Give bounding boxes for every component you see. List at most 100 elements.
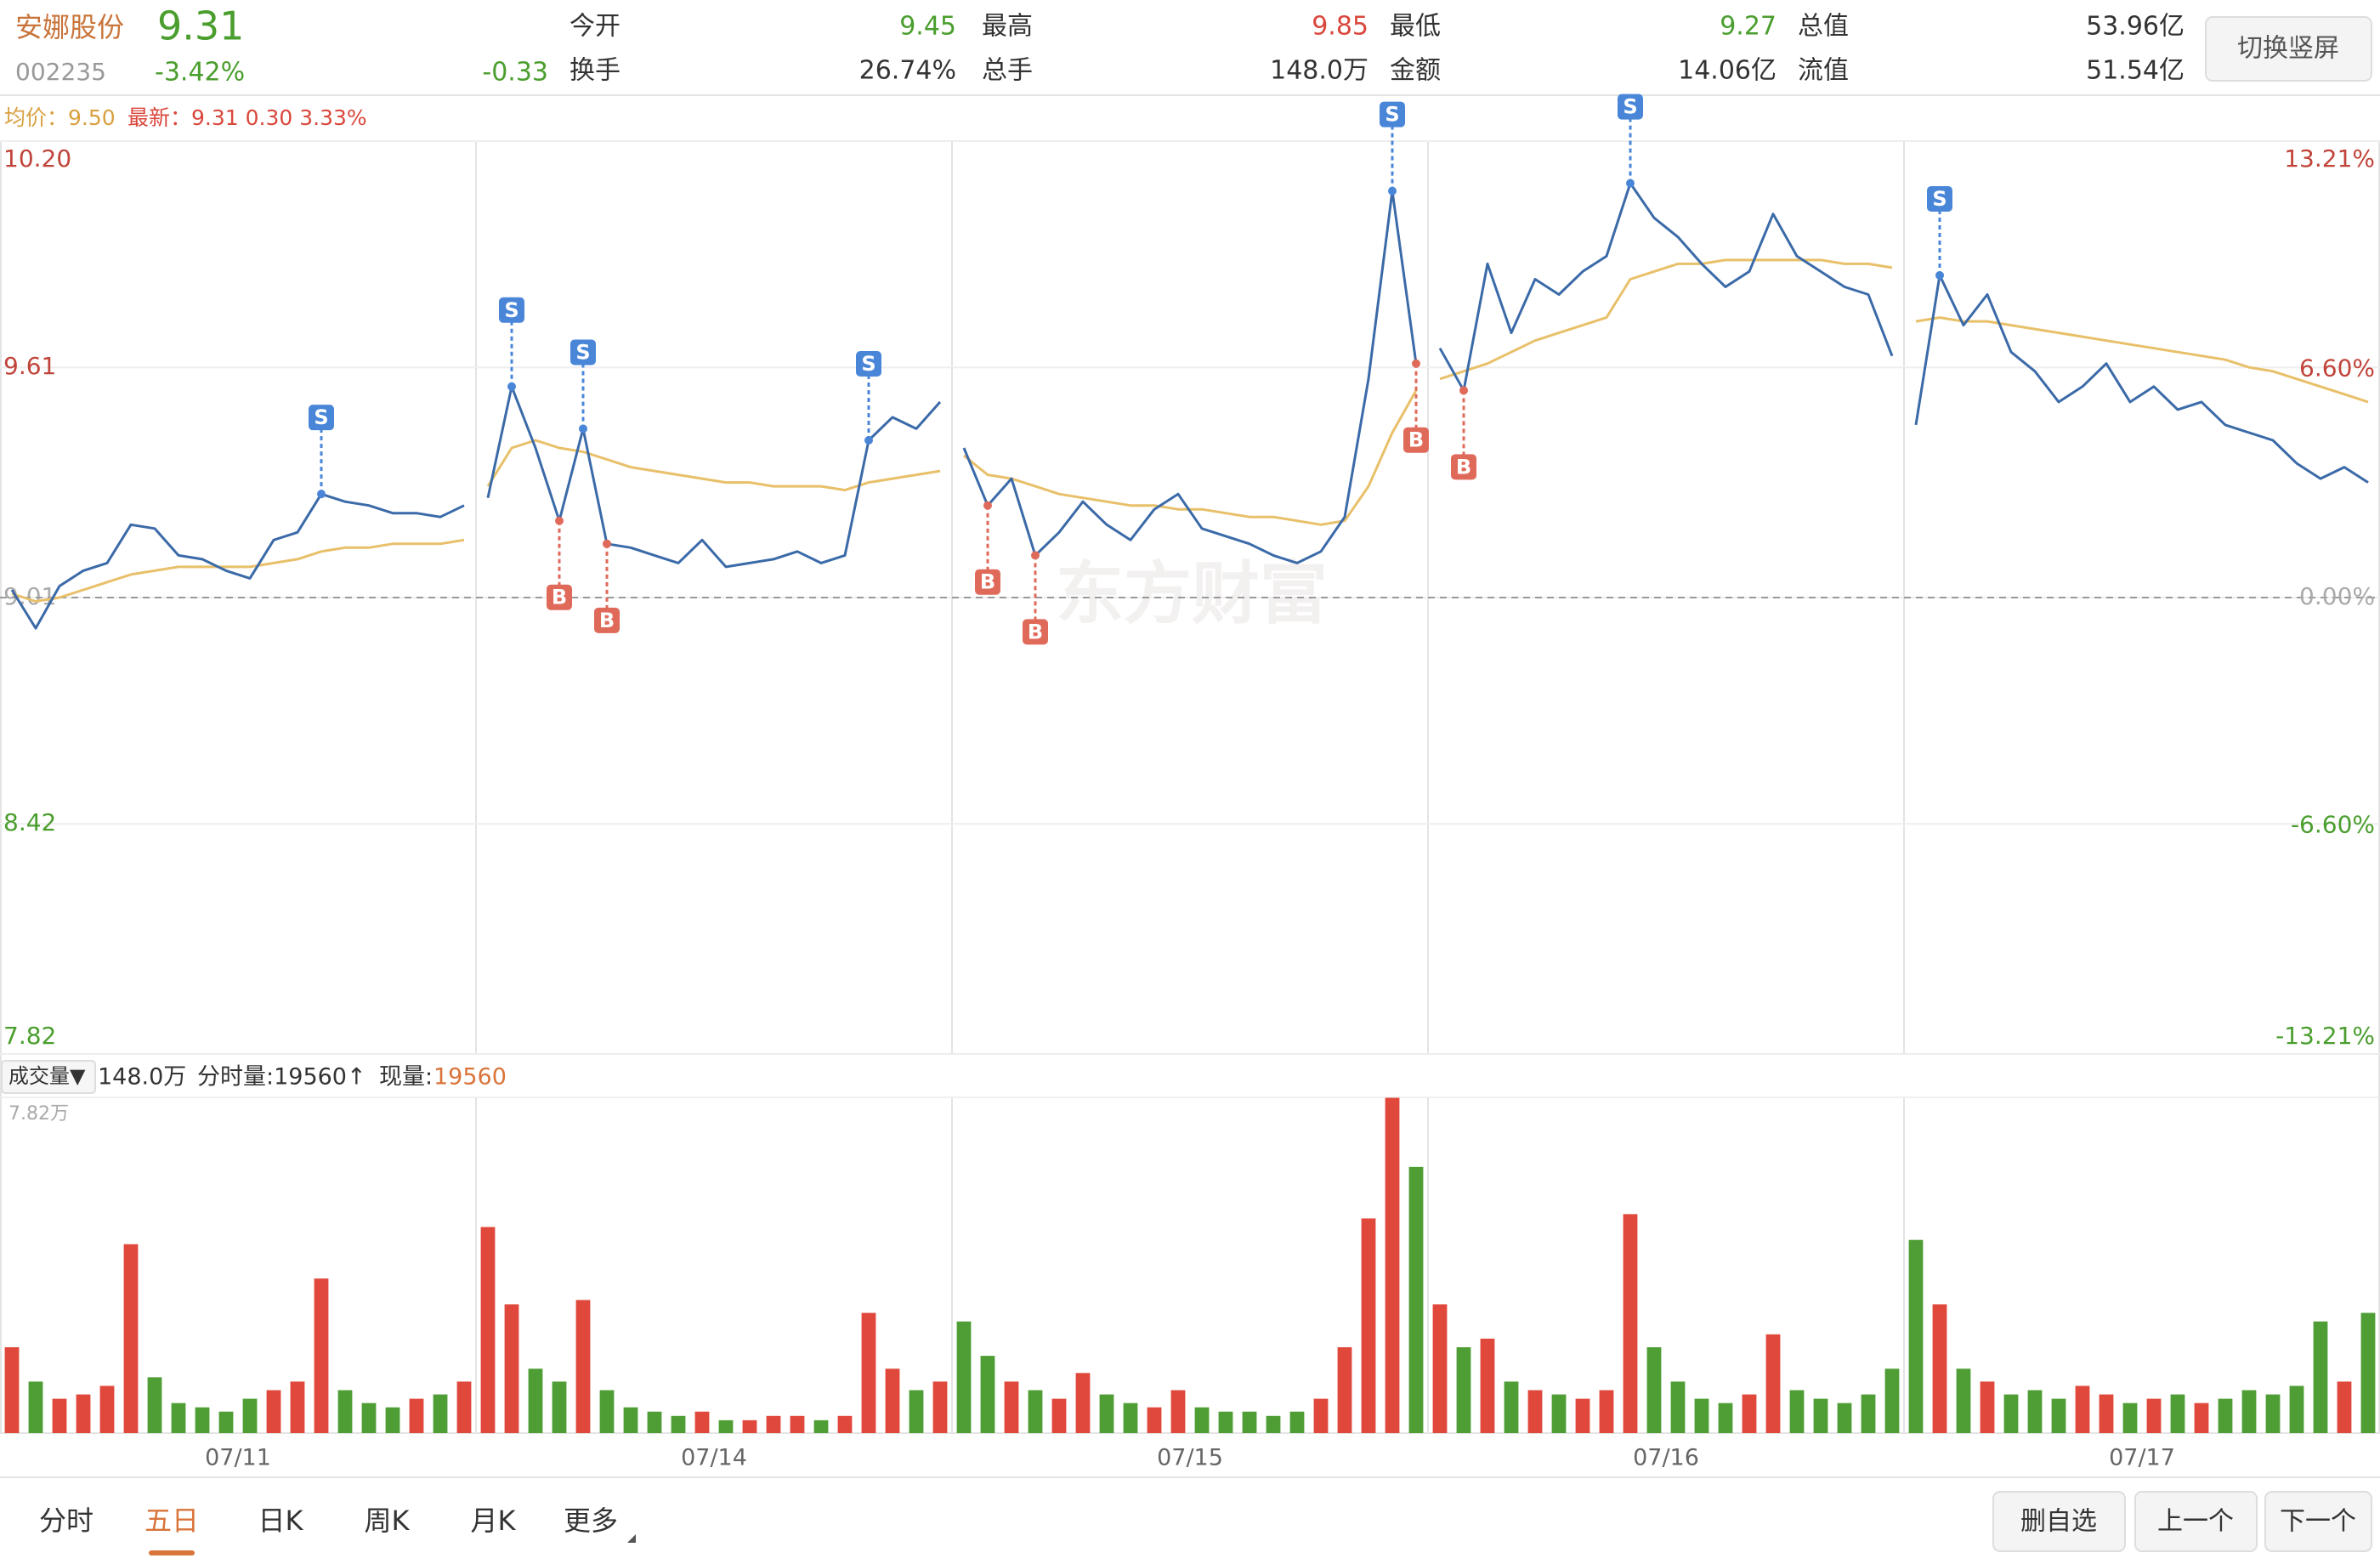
volume-bar bbox=[671, 1415, 686, 1433]
signal-text: B bbox=[1408, 428, 1424, 452]
tab[interactable]: 月K bbox=[471, 1504, 517, 1537]
volume-bar bbox=[147, 1377, 162, 1433]
volume-selector-label[interactable]: 成交量▼ bbox=[8, 1064, 86, 1088]
x-tick-label: 07/16 bbox=[1633, 1445, 1699, 1471]
signal-text: S bbox=[504, 298, 518, 322]
switch-button-label[interactable]: 切换竖屏 bbox=[2237, 34, 2339, 64]
tab[interactable]: 更多 bbox=[564, 1504, 618, 1537]
volume-bar bbox=[1718, 1402, 1733, 1433]
volume-bar bbox=[1170, 1390, 1186, 1433]
x-tick-label: 07/14 bbox=[681, 1445, 747, 1471]
volume-bar bbox=[1646, 1346, 1662, 1433]
volume-bar bbox=[1099, 1394, 1114, 1433]
action-button-label[interactable]: 删自选 bbox=[2020, 1507, 2097, 1537]
volume-bar bbox=[1742, 1394, 1757, 1433]
volume-bar bbox=[813, 1420, 829, 1433]
volume-bar bbox=[1385, 1097, 1400, 1433]
signal-badge bbox=[1927, 185, 1952, 212]
signal-dot bbox=[1412, 359, 1420, 368]
volume-bar bbox=[1956, 1368, 1971, 1433]
current-volume-label: 现量: bbox=[379, 1064, 433, 1091]
volume-bar bbox=[1147, 1407, 1162, 1433]
volume-bar bbox=[1028, 1390, 1043, 1433]
volume-bar bbox=[528, 1368, 543, 1433]
signal-text: B bbox=[980, 570, 995, 594]
current-volume: 19560 bbox=[434, 1064, 507, 1091]
stock-code: 002235 bbox=[15, 58, 106, 86]
stat-value: 51.54亿 bbox=[2086, 56, 2184, 86]
volume-bar bbox=[1837, 1402, 1852, 1433]
volume-bar bbox=[1504, 1381, 1519, 1433]
tab[interactable]: 日K bbox=[258, 1504, 304, 1537]
volume-bar bbox=[314, 1278, 329, 1433]
volume-bar bbox=[2194, 1402, 2209, 1433]
tab[interactable]: 分时 bbox=[39, 1504, 94, 1537]
signal-text: B bbox=[552, 586, 567, 609]
action-button[interactable] bbox=[2134, 1491, 2258, 1552]
volume-bar bbox=[1123, 1402, 1138, 1433]
signal-text: S bbox=[1385, 103, 1399, 127]
action-button[interactable] bbox=[1992, 1491, 2126, 1552]
tab-underline bbox=[149, 1550, 195, 1556]
volume-tick-label: 7.82万 bbox=[8, 1103, 69, 1125]
avg-price-line bbox=[11, 538, 465, 603]
volume-bar bbox=[1813, 1398, 1828, 1433]
volume-bar bbox=[337, 1390, 353, 1433]
volume-bar bbox=[861, 1312, 876, 1433]
volume-selector[interactable] bbox=[1, 1060, 96, 1094]
volume-bar bbox=[694, 1411, 710, 1433]
action-button-label[interactable]: 下一个 bbox=[2280, 1507, 2356, 1537]
watermark: 东方财富 bbox=[1056, 554, 1328, 633]
action-button[interactable] bbox=[2264, 1491, 2372, 1552]
price-line bbox=[1438, 182, 1894, 392]
volume-bar bbox=[1480, 1338, 1495, 1433]
volume-bar bbox=[1694, 1398, 1709, 1433]
x-tick-label: 07/17 bbox=[2109, 1445, 2175, 1471]
x-tick-label: 07/15 bbox=[1157, 1445, 1223, 1471]
y2-tick-label: 0.00% bbox=[2299, 582, 2375, 610]
y2-tick-label: 13.21% bbox=[2284, 144, 2375, 173]
signal-dot bbox=[317, 490, 326, 499]
volume-bar bbox=[1289, 1411, 1305, 1433]
signal-text: B bbox=[1456, 455, 1471, 479]
avg-price-line bbox=[486, 439, 941, 492]
volume-bar bbox=[2003, 1394, 2019, 1433]
signal-text: B bbox=[599, 609, 615, 632]
signal-badge bbox=[1023, 619, 1048, 645]
stat-value: 9.85 bbox=[1312, 12, 1368, 42]
volume-bar bbox=[1313, 1398, 1329, 1433]
volume-total: 148.0万 bbox=[98, 1064, 186, 1091]
y-tick-label: 8.42 bbox=[3, 808, 56, 836]
price-line bbox=[1914, 274, 2369, 484]
tab[interactable]: 五日 bbox=[144, 1504, 199, 1537]
stock-price: 9.31 bbox=[157, 3, 244, 49]
action-button-label[interactable]: 上一个 bbox=[2157, 1507, 2234, 1537]
tab[interactable]: 周K bbox=[365, 1504, 411, 1537]
signal-text: S bbox=[861, 352, 876, 376]
volume-bar bbox=[2075, 1386, 2090, 1433]
volume-bar bbox=[2265, 1394, 2281, 1433]
signal-badge bbox=[547, 584, 572, 610]
latest-price: 最新：9.31 0.30 3.33% bbox=[128, 105, 367, 130]
volume-bar bbox=[99, 1386, 115, 1433]
volume-bar bbox=[1861, 1394, 1876, 1433]
volume-bar bbox=[361, 1402, 377, 1433]
volume-bar bbox=[766, 1415, 781, 1433]
volume-bar bbox=[790, 1415, 805, 1433]
volume-bar bbox=[2289, 1386, 2304, 1433]
volume-bar bbox=[885, 1368, 900, 1433]
more-caret bbox=[627, 1534, 636, 1543]
volume-bar bbox=[1575, 1398, 1590, 1433]
signal-badge bbox=[1451, 454, 1476, 480]
signal-badge bbox=[499, 297, 524, 323]
volume-bar bbox=[2051, 1398, 2066, 1433]
stat-label: 金额 bbox=[1390, 56, 1441, 86]
volume-bar bbox=[1884, 1368, 1900, 1433]
stat-value: 9.45 bbox=[899, 12, 956, 42]
volume-bar bbox=[290, 1381, 305, 1433]
signal-dot bbox=[603, 539, 611, 548]
switch-button[interactable] bbox=[2205, 16, 2372, 82]
stat-label: 最低 bbox=[1390, 12, 1441, 42]
volume-bar bbox=[1599, 1390, 1614, 1433]
volume-bar bbox=[552, 1381, 567, 1433]
